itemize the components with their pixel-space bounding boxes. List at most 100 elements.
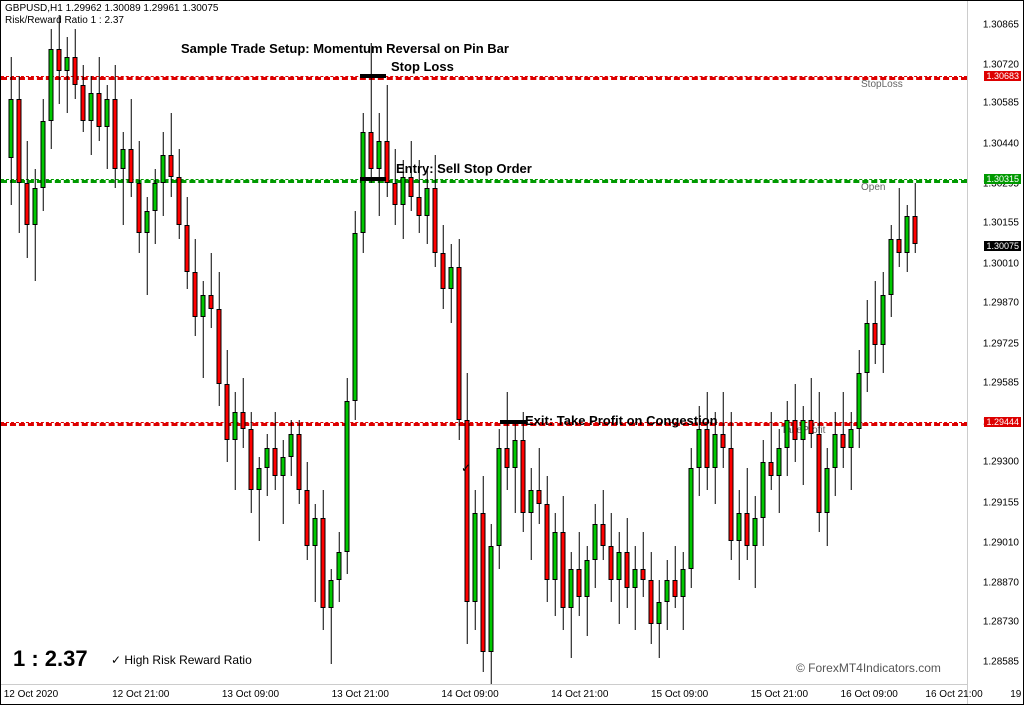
- x-tick: 15 Oct 21:00: [751, 689, 808, 700]
- candle: [672, 1, 678, 686]
- candle: [640, 1, 646, 686]
- candle: [848, 1, 854, 686]
- marker-icon: [500, 420, 526, 424]
- check-icon: ✓: [461, 461, 471, 475]
- candle: [792, 1, 798, 686]
- marker-icon: [360, 177, 386, 181]
- x-axis: 12 Oct 202012 Oct 21:0013 Oct 09:0013 Oc…: [1, 684, 967, 704]
- candle: [176, 1, 182, 686]
- candle: [592, 1, 598, 686]
- candle: [752, 1, 758, 686]
- candle: [288, 1, 294, 686]
- candle: [416, 1, 422, 686]
- candle: [808, 1, 814, 686]
- candle: [528, 1, 534, 686]
- price-label: 1.30683: [984, 71, 1021, 81]
- candle: [424, 1, 430, 686]
- candle: [280, 1, 286, 686]
- candle: [432, 1, 438, 686]
- candle: [784, 1, 790, 686]
- candle: [200, 1, 206, 686]
- candle: [312, 1, 318, 686]
- candle: [408, 1, 414, 686]
- candle: [48, 1, 54, 686]
- y-tick: 1.30585: [983, 98, 1019, 109]
- candle: [208, 1, 214, 686]
- y-tick: 1.28730: [983, 616, 1019, 627]
- x-tick: 12 Oct 21:00: [112, 689, 169, 700]
- candle: [704, 1, 710, 686]
- candle: [8, 1, 14, 686]
- y-tick: 1.29155: [983, 497, 1019, 508]
- price-label: 1.30075: [984, 241, 1021, 251]
- candle: [856, 1, 862, 686]
- watermark: © ForexMT4Indicators.com: [796, 661, 941, 675]
- candle: [536, 1, 542, 686]
- candle: [336, 1, 342, 686]
- candle: [712, 1, 718, 686]
- candle: [472, 1, 478, 686]
- y-tick: 1.29870: [983, 297, 1019, 308]
- candle: [872, 1, 878, 686]
- y-tick: 1.29725: [983, 338, 1019, 349]
- candle: [88, 1, 94, 686]
- candle: [144, 1, 150, 686]
- annotation: Sample Trade Setup: Momentum Reversal on…: [181, 41, 509, 56]
- candle: [544, 1, 550, 686]
- y-tick: 1.30440: [983, 138, 1019, 149]
- candle: [840, 1, 846, 686]
- y-tick: 1.29585: [983, 377, 1019, 388]
- candle: [352, 1, 358, 686]
- ratio-value: 1 : 2.37: [13, 646, 88, 672]
- candle: [624, 1, 630, 686]
- y-tick: 1.29300: [983, 457, 1019, 468]
- candle: [328, 1, 334, 686]
- candle: [480, 1, 486, 686]
- candle: [664, 1, 670, 686]
- x-tick: 13 Oct 09:00: [222, 689, 279, 700]
- candle: [656, 1, 662, 686]
- candle: [880, 1, 886, 686]
- x-tick: 19 Oct 09:00: [1010, 689, 1024, 700]
- plot-area[interactable]: StopLossOpenTakeProfitSample Trade Setup…: [1, 1, 967, 684]
- candle: [688, 1, 694, 686]
- candle: [40, 1, 46, 686]
- candle: [376, 1, 382, 686]
- x-tick: 14 Oct 21:00: [551, 689, 608, 700]
- candle: [360, 1, 366, 686]
- candle: [248, 1, 254, 686]
- price-label: 1.30315: [984, 174, 1021, 184]
- candle: [256, 1, 262, 686]
- candle: [152, 1, 158, 686]
- candle: [488, 1, 494, 686]
- candle: [832, 1, 838, 686]
- candle: [112, 1, 118, 686]
- candle: [160, 1, 166, 686]
- candle: [16, 1, 22, 686]
- candle: [504, 1, 510, 686]
- x-tick: 16 Oct 21:00: [925, 689, 982, 700]
- candle: [184, 1, 190, 686]
- candle: [296, 1, 302, 686]
- candle: [304, 1, 310, 686]
- candle: [904, 1, 910, 686]
- candle: [448, 1, 454, 686]
- candle: [224, 1, 230, 686]
- candle: [440, 1, 446, 686]
- candle: [392, 1, 398, 686]
- candle: [912, 1, 918, 686]
- candle: [816, 1, 822, 686]
- annotation: Stop Loss: [391, 59, 454, 74]
- candle: [240, 1, 246, 686]
- candle: [776, 1, 782, 686]
- candle: [400, 1, 406, 686]
- candle: [136, 1, 142, 686]
- candle: [512, 1, 518, 686]
- marker-icon: [360, 74, 386, 78]
- candle: [736, 1, 742, 686]
- candle: [824, 1, 830, 686]
- candle: [520, 1, 526, 686]
- candle: [96, 1, 102, 686]
- y-tick: 1.29010: [983, 538, 1019, 549]
- candle: [192, 1, 198, 686]
